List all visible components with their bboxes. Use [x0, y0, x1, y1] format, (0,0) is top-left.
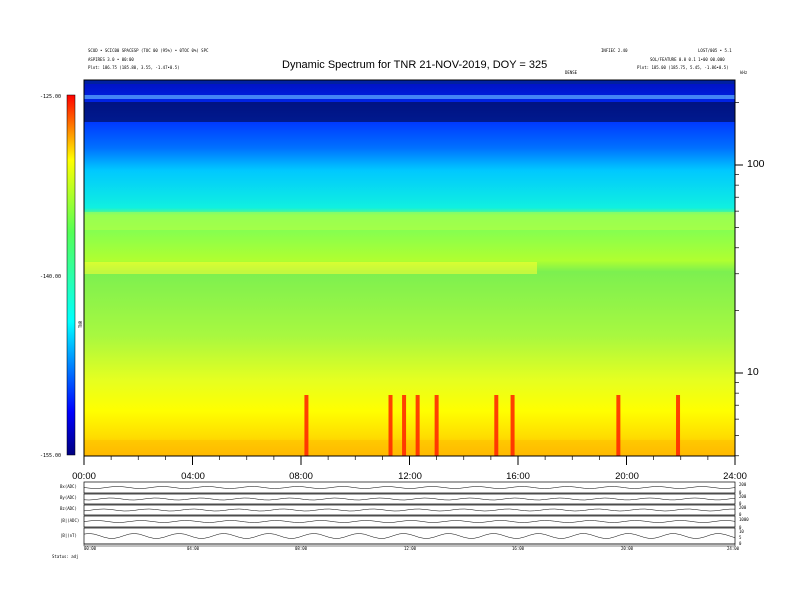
y-tick-label-10: 10: [747, 366, 759, 378]
band-green: [84, 212, 735, 230]
panel-right-tick: 0: [739, 512, 742, 517]
burst-event: [388, 395, 393, 456]
panel-right-tick: 200: [739, 494, 747, 499]
panel-trace: [83, 533, 736, 539]
panel-axis: [83, 543, 736, 547]
x-tick-label: 04:00: [181, 471, 205, 482]
header-left-line-3: Plot: 186.75 (185.80, 3.55, -1.47•0.5): [88, 65, 180, 70]
panel-frame: [83, 493, 736, 505]
panel-label: |B|(nT): [60, 533, 77, 538]
panel-right-tick: 5: [739, 535, 742, 540]
panel-right-tick: 0: [739, 501, 742, 506]
burst-event: [494, 395, 499, 456]
colorbar: [66, 94, 76, 456]
panel-frame: [83, 515, 736, 528]
colorbar-tick-bottom: -155.00: [40, 453, 62, 459]
burst-event: [434, 395, 439, 456]
panel-trace: [83, 486, 736, 489]
panel-trace: [83, 520, 736, 523]
header-right-line-3: SOL/FEATURE 0.0 0.1 1•00 00.000: [650, 57, 725, 62]
colorbar-tick-top: -125.00: [40, 94, 62, 100]
band-yellow: [84, 262, 537, 274]
burst-event: [510, 395, 515, 456]
y-tick-label-100: 100: [747, 158, 765, 170]
colorbar-tick-mid: -140.00: [40, 274, 62, 280]
panel-right-tick: 200: [739, 505, 747, 510]
bottom-x-tick: 08:00: [295, 546, 308, 551]
x-tick-label: 00:00: [72, 471, 96, 482]
panel-right-tick: 1000: [739, 517, 749, 522]
band-light: [84, 95, 735, 99]
panel-right-tick: 10: [739, 529, 744, 534]
x-tick-label: 24:00: [723, 471, 747, 482]
header-right-line-4: Plot: 185.00 (185.75, 5.45, -1.86•0.5): [637, 65, 729, 70]
panel-right-tick: 200: [739, 482, 747, 487]
x-tick-label: 20:00: [615, 471, 639, 482]
panel-right-tick: 0: [739, 525, 742, 530]
footer-label: Status: adj: [52, 554, 79, 559]
x-tick-label: 08:00: [289, 471, 313, 482]
panel-label: Bz(ADC): [60, 506, 77, 511]
burst-event: [415, 395, 420, 456]
header-right-line-1: INFIEC 2.40: [601, 48, 628, 53]
panel-right-tick: 0: [739, 490, 742, 495]
bottom-x-tick: 20:00: [621, 546, 634, 551]
panel-frame: [83, 527, 736, 545]
burst-event: [676, 395, 681, 456]
bottom-x-tick: 16:00: [512, 546, 525, 551]
header-left-line-1: SCUD • SCIC00 SPACESP (TOC 00 (95%) • 0T…: [88, 48, 209, 53]
band-orange: [84, 440, 735, 456]
panel-trace: [83, 497, 736, 501]
panel-right-tick: 0: [739, 541, 742, 546]
panel-label: By(ADC): [60, 495, 77, 500]
band-dark: [84, 102, 735, 122]
panel-trace: [83, 508, 735, 512]
x-tick-label: 16:00: [506, 471, 530, 482]
chart-title: Dynamic Spectrum for TNR 21-NOV-2019, DO…: [282, 59, 548, 71]
burst-event: [402, 395, 407, 456]
panel-frame: [83, 481, 736, 494]
bottom-x-tick: 00:00: [84, 546, 97, 551]
panel-label: |B|(ADC): [60, 518, 80, 523]
header-left-line-2: ASPIRES 3.0 • 00:00: [88, 57, 134, 62]
burst-event: [616, 395, 621, 456]
panel-frame: [83, 504, 736, 516]
panel-label: Bx(ADC): [60, 484, 77, 489]
over-label: DENSE: [565, 70, 578, 75]
bottom-x-tick: 24:00: [727, 546, 740, 551]
y-unit-label: kHz: [740, 70, 748, 75]
x-tick-label: 12:00: [398, 471, 422, 482]
burst-event: [304, 395, 309, 456]
bottom-x-tick: 04:00: [187, 546, 200, 551]
band-top: [84, 80, 735, 84]
header-right-line-2: LOST/005 • 5.1: [698, 48, 732, 53]
bottom-x-tick: 12:00: [404, 546, 417, 551]
